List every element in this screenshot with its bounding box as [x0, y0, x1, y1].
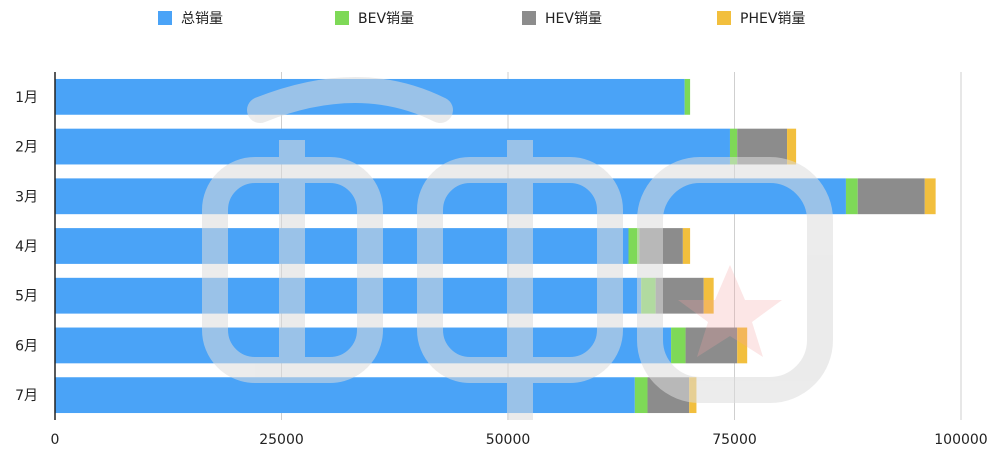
bar-segment-PHEV销量-4月[interactable] — [682, 228, 691, 264]
bar-segment-PHEV销量-5月[interactable] — [703, 277, 714, 314]
bar-segment-HEV销量-6月[interactable] — [685, 327, 738, 364]
bar-segment-BEV销量-3月[interactable] — [845, 178, 858, 215]
legend-item-total[interactable]: 总销量 — [158, 8, 223, 28]
legend-label-total: 总销量 — [181, 11, 223, 27]
y-category-label: 2月 — [15, 140, 38, 156]
legend-swatch-bev — [335, 11, 349, 25]
bar-segment-PHEV销量-6月[interactable] — [737, 327, 748, 364]
x-tick-label: 100000 — [934, 432, 987, 448]
y-category-label: 5月 — [15, 289, 38, 305]
bar-segment-BEV销量-4月[interactable] — [628, 228, 640, 264]
y-category-label: 7月 — [15, 388, 38, 404]
bar-segment-总销量-2月[interactable] — [55, 128, 730, 165]
bar-segment-总销量-4月[interactable] — [55, 228, 629, 264]
bar-segment-总销量-5月[interactable] — [55, 277, 642, 314]
legend-label-bev: BEV销量 — [358, 11, 415, 27]
bar-segment-PHEV销量-3月[interactable] — [924, 178, 936, 215]
x-tick-label: 25000 — [259, 432, 304, 448]
y-category-label: 1月 — [15, 90, 38, 106]
legend-swatch-hev — [522, 11, 536, 25]
bar-segment-BEV销量-2月[interactable] — [729, 128, 738, 165]
watermark-logo-icon — [202, 77, 833, 420]
axis-layer: 0 25000 50000 75000 100000 1月 2月 3月 4月 5月 6月 7月 — [15, 72, 988, 448]
x-tick-label: 0 — [51, 432, 60, 448]
legend: 总销量 BEV销量 HEV销量 PHEV销量 — [0, 8, 1000, 28]
legend-label-hev: HEV销量 — [545, 11, 602, 27]
legend-swatch-phev — [717, 11, 731, 25]
bar-segment-BEV销量-7月[interactable] — [634, 377, 648, 414]
bar-segment-总销量-7月[interactable] — [55, 377, 635, 414]
legend-item-phev[interactable]: PHEV销量 — [717, 8, 805, 28]
y-category-label: 6月 — [15, 338, 38, 354]
bar-segment-PHEV销量-2月[interactable] — [787, 128, 797, 165]
bar-segment-HEV销量-5月[interactable] — [655, 277, 704, 314]
bar-segment-BEV销量-6月[interactable] — [671, 327, 686, 364]
legend-swatch-total — [158, 11, 172, 25]
legend-item-bev[interactable]: BEV销量 — [335, 8, 414, 28]
legend-item-hev[interactable]: HEV销量 — [522, 8, 602, 28]
bar-segment-HEV销量-3月[interactable] — [857, 178, 925, 215]
y-category-label: 3月 — [15, 189, 38, 205]
x-tick-label: 75000 — [712, 432, 757, 448]
legend-label-phev: PHEV销量 — [740, 11, 806, 27]
x-tick-label: 50000 — [486, 432, 531, 448]
bar-segment-BEV销量-1月[interactable] — [684, 78, 691, 115]
y-category-label: 4月 — [15, 239, 38, 255]
